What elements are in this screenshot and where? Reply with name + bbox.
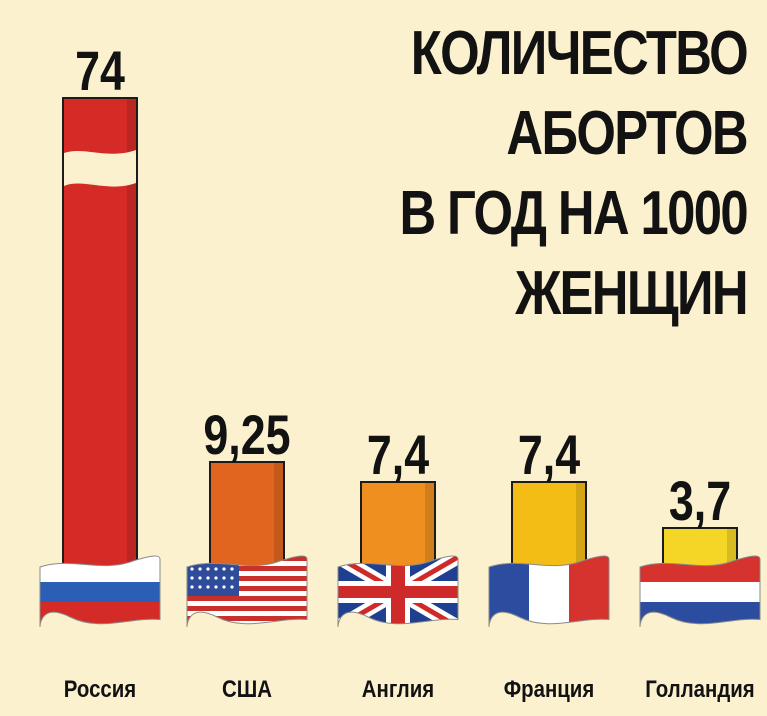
- bars-layer: [62, 97, 738, 576]
- chart-title-line-3: В ГОД НА 1000: [399, 179, 748, 248]
- category-label: США: [222, 675, 272, 702]
- france-flag: [488, 555, 610, 628]
- value-label: 9,25: [203, 403, 290, 466]
- bar-shade: [727, 529, 736, 575]
- value-label: 74: [75, 39, 125, 102]
- value-label: 7,4: [518, 423, 580, 486]
- bar-Англия: [360, 481, 436, 576]
- chart-title-line-1: КОЛИЧЕСТВО: [410, 19, 749, 88]
- value-label: 7,4: [367, 423, 429, 486]
- bar-stripe: [64, 150, 136, 187]
- category-label: Голландия: [645, 675, 754, 702]
- bar-shade: [576, 483, 585, 575]
- category-label: Англия: [362, 675, 434, 702]
- netherlands-flag: [639, 555, 761, 628]
- category-label: Россия: [64, 675, 136, 702]
- chart-title-line-2: АБОРТОВ: [506, 99, 748, 168]
- bar-Франция: [511, 481, 587, 576]
- value-label: 3,7: [669, 469, 731, 532]
- bar-shade: [425, 483, 434, 575]
- category-label: Франция: [504, 675, 595, 702]
- bar-shade: [274, 463, 283, 575]
- chart-title-line-4: ЖЕНЩИН: [515, 259, 748, 328]
- chart-title: КОЛИЧЕСТВО АБОРТОВ В ГОД НА 1000 ЖЕНЩИН: [277, 14, 749, 334]
- labels-layer: 74 Россия 9,25 США 7,4 Англия 7,4 Франция 3,7 Гол…: [64, 39, 755, 702]
- bar-shade: [127, 99, 136, 575]
- bar-США: [209, 461, 285, 576]
